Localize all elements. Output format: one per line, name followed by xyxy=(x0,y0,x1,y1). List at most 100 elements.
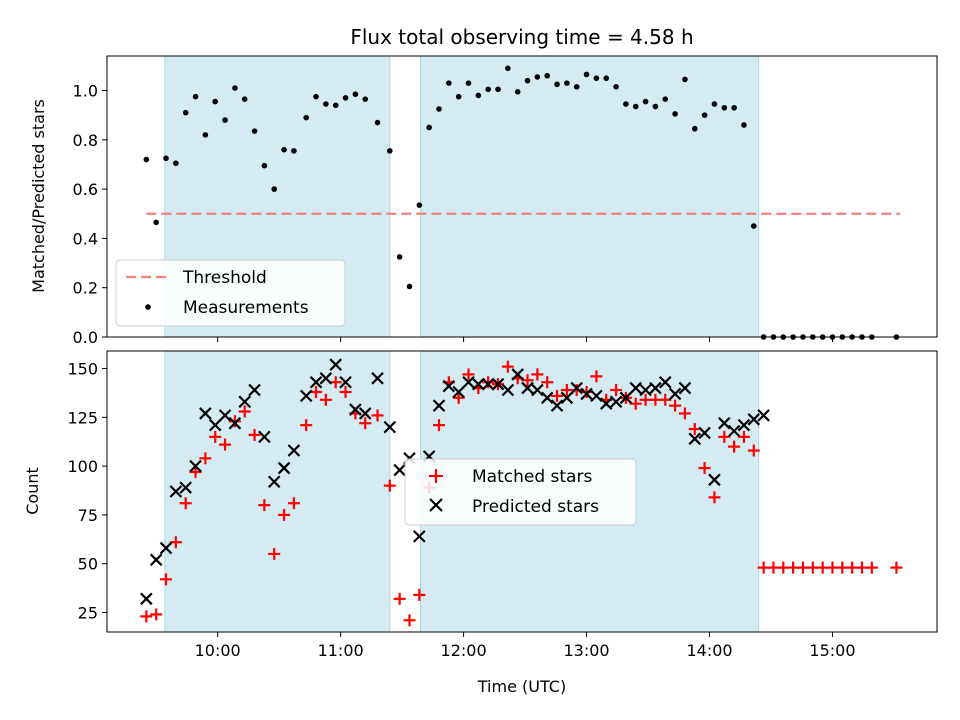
measurement-point xyxy=(495,86,501,93)
predicted-star-point xyxy=(189,459,202,473)
matched-star-point xyxy=(678,407,691,420)
legend-matched-label: Matched stars xyxy=(472,467,592,487)
predicted-star-point xyxy=(159,541,173,555)
predicted-star-point xyxy=(299,389,313,403)
measurement-point xyxy=(332,102,339,109)
measurement-point xyxy=(387,148,393,154)
predicted-star-point xyxy=(393,463,406,477)
matched-star-point xyxy=(383,479,396,492)
matched-star-point xyxy=(747,444,760,457)
matched-star-point xyxy=(890,561,903,574)
predicted-star-point xyxy=(358,407,372,420)
matched-star-point xyxy=(371,409,384,422)
matched-star-point xyxy=(737,430,750,443)
predicted-star-point xyxy=(267,475,281,489)
measurement-point xyxy=(163,155,169,162)
predicted-star-point xyxy=(462,375,475,389)
y-tick-label: 125 xyxy=(67,408,98,427)
measurement-point xyxy=(514,88,521,95)
measurement-point xyxy=(303,114,310,121)
matched-star-point xyxy=(482,376,495,389)
measurement-point xyxy=(281,146,287,153)
measurement-point xyxy=(455,93,462,100)
measurement-point xyxy=(475,92,482,99)
measurement-point xyxy=(711,101,718,107)
predicted-star-point xyxy=(199,407,212,420)
measurement-point xyxy=(202,132,209,138)
matched-star-point xyxy=(150,608,163,621)
matched-star-point xyxy=(209,430,222,443)
measurement-point xyxy=(232,85,238,91)
measurement-point xyxy=(623,101,629,107)
measurement-point xyxy=(446,80,452,86)
matched-star-point xyxy=(452,391,465,404)
predicted-star-point xyxy=(371,372,384,385)
measurement-point xyxy=(352,91,359,98)
matched-star-point xyxy=(300,419,313,432)
predicted-star-point xyxy=(639,383,652,397)
measurement-point xyxy=(374,119,381,126)
y-tick-label: 0.2 xyxy=(73,279,98,298)
predicted-star-point xyxy=(248,383,261,397)
matched-star-point xyxy=(610,384,623,397)
measurement-point xyxy=(173,160,179,167)
predicted-star-point xyxy=(481,377,495,391)
predicted-star-point xyxy=(432,399,446,412)
predicted-star-point xyxy=(708,473,721,487)
measurement-point xyxy=(682,76,688,83)
y-tick-label: 50 xyxy=(78,555,98,574)
measurement-point xyxy=(416,202,423,208)
matched-star-point xyxy=(228,415,241,428)
predicted-star-point xyxy=(698,426,711,440)
predicted-star-point xyxy=(349,403,362,416)
matched-star-point xyxy=(258,499,271,512)
matched-star-point xyxy=(310,385,323,398)
measurement-point xyxy=(672,111,678,117)
matched-star-point xyxy=(718,430,731,443)
predicted-star-point xyxy=(383,420,397,434)
bottom-y-axis-label: Count xyxy=(23,467,42,515)
measurement-point xyxy=(362,96,369,102)
measurement-point xyxy=(241,96,248,102)
predicted-star-point xyxy=(149,553,163,567)
measurement-point xyxy=(554,81,560,88)
matched-star-point xyxy=(189,465,202,478)
predicted-star-point xyxy=(629,381,643,395)
predicted-star-point xyxy=(511,368,524,381)
matched-star-point xyxy=(219,438,232,451)
matched-star-point xyxy=(462,368,475,381)
measurement-point xyxy=(323,101,329,107)
predicted-star-point xyxy=(491,377,505,391)
predicted-star-point xyxy=(531,383,544,397)
top-y-axis-label: Matched/Predicted stars xyxy=(29,99,48,293)
measurement-point xyxy=(396,254,403,260)
measurement-point xyxy=(750,223,757,229)
predicted-star-point xyxy=(658,375,672,389)
measurement-point xyxy=(564,80,570,86)
matched-star-point xyxy=(659,393,672,406)
predicted-star-point xyxy=(329,358,342,371)
measurement-point xyxy=(534,74,541,80)
measurement-point xyxy=(192,93,199,100)
matched-star-point xyxy=(629,397,642,410)
matched-star-point xyxy=(248,428,261,441)
matched-star-point xyxy=(140,610,153,623)
predicted-star-point xyxy=(688,432,702,446)
predicted-star-point xyxy=(590,389,603,403)
legend-matched-swatch xyxy=(429,469,443,483)
predicted-star-point xyxy=(649,381,662,395)
matched-star-point xyxy=(169,536,182,549)
matched-star-point xyxy=(521,374,534,387)
measurement-point xyxy=(271,186,278,192)
predicted-star-point xyxy=(472,377,485,391)
legend-threshold-label: Threshold xyxy=(182,268,267,288)
predicted-star-point xyxy=(757,409,770,422)
matched-star-point xyxy=(708,491,721,504)
predicted-star-point xyxy=(208,418,222,432)
matched-star-point xyxy=(501,360,514,373)
measurement-point xyxy=(731,104,737,111)
measurement-point xyxy=(642,98,649,105)
measurement-point xyxy=(505,65,511,72)
matched-star-point xyxy=(413,588,426,601)
measurement-point xyxy=(251,128,258,134)
